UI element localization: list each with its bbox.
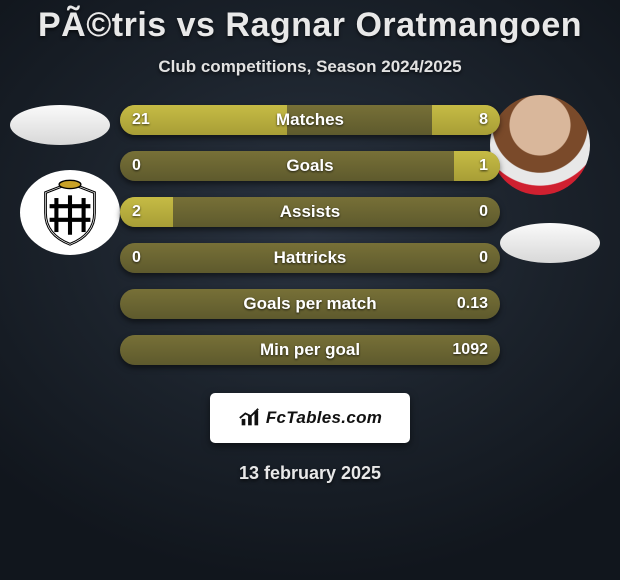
rcsc-shield-icon (36, 179, 104, 247)
brand-label: FcTables.com (266, 408, 382, 428)
stat-row-min-per-goal: Min per goal 1092 (120, 335, 500, 365)
page-subtitle: Club competitions, Season 2024/2025 (0, 57, 620, 77)
bar-chart-icon (238, 407, 260, 429)
stat-label: Goals (120, 151, 500, 181)
page-title: PÃ©tris vs Ragnar Oratmangoen (0, 0, 620, 45)
player-right-photo (490, 95, 590, 195)
stat-label: Min per goal (120, 335, 500, 365)
stat-row-matches: 21 Matches 8 (120, 105, 500, 135)
stat-value-right: 0 (479, 197, 488, 227)
stat-row-goals: 0 Goals 1 (120, 151, 500, 181)
stat-value-right: 0.13 (457, 289, 488, 319)
date-text: 13 february 2025 (0, 463, 620, 484)
stat-row-assists: 2 Assists 0 (120, 197, 500, 227)
player-left-photo-placeholder (10, 105, 110, 145)
stat-label: Matches (120, 105, 500, 135)
stat-label: Hattricks (120, 243, 500, 273)
stat-value-right: 8 (479, 105, 488, 135)
stat-value-right: 0 (479, 243, 488, 273)
player-right-club-badge-placeholder (500, 223, 600, 263)
comparison-stage: 21 Matches 8 0 Goals 1 2 Assists 0 0 Hat… (0, 105, 620, 365)
stat-row-goals-per-match: Goals per match 0.13 (120, 289, 500, 319)
stat-bars: 21 Matches 8 0 Goals 1 2 Assists 0 0 Hat… (120, 105, 500, 365)
stat-value-right: 1092 (452, 335, 488, 365)
brand-logo-box[interactable]: FcTables.com (210, 393, 410, 443)
stat-label: Goals per match (120, 289, 500, 319)
player-left-club-badge (20, 170, 120, 255)
stat-row-hattricks: 0 Hattricks 0 (120, 243, 500, 273)
stat-label: Assists (120, 197, 500, 227)
stat-value-right: 1 (479, 151, 488, 181)
